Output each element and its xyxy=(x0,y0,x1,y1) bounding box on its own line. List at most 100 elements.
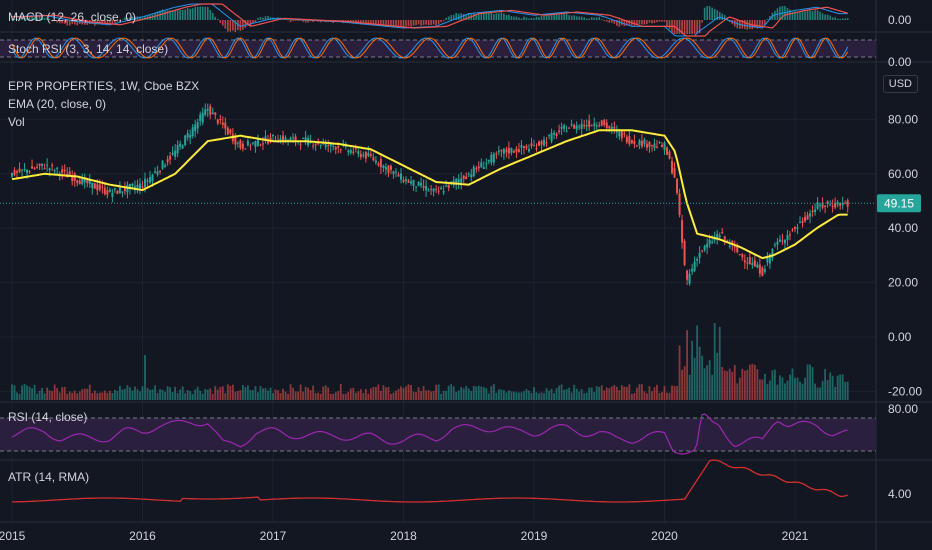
candle-body xyxy=(610,126,613,129)
candle-body xyxy=(505,149,508,153)
macd-histogram-bar xyxy=(774,10,776,20)
volume-bar xyxy=(277,390,279,400)
candle-body xyxy=(839,203,842,206)
macd-histogram-bar xyxy=(53,20,56,22)
candle-body xyxy=(500,150,503,152)
volume-bar xyxy=(302,391,305,400)
volume-bar xyxy=(327,387,330,400)
volume-bar xyxy=(540,392,543,400)
macd-histogram-bar xyxy=(119,20,121,23)
volume-bar xyxy=(580,389,583,400)
candle-body xyxy=(545,142,548,144)
macd-histogram-bar xyxy=(814,10,816,20)
candle-body xyxy=(533,145,535,147)
candle-body xyxy=(655,146,658,148)
macd-histogram-bar xyxy=(222,20,224,26)
ema-legend[interactable]: EMA (20, close, 0) xyxy=(8,97,107,111)
macd-histogram-bar xyxy=(99,20,101,25)
volume-bar xyxy=(799,381,801,400)
candle-body xyxy=(304,137,307,143)
vol-legend[interactable]: Vol xyxy=(8,115,25,129)
volume-bar xyxy=(653,387,656,400)
volume-bar xyxy=(588,387,591,400)
macd-histogram-bar xyxy=(445,17,447,20)
candle-body xyxy=(11,172,13,177)
candle-body xyxy=(560,126,563,129)
candle-body xyxy=(563,125,566,129)
candle-body xyxy=(794,227,796,229)
macd-histogram-bar xyxy=(267,16,269,20)
macd-histogram-bar xyxy=(312,20,314,22)
volume-bar xyxy=(681,369,683,400)
volume-bar xyxy=(352,387,355,400)
macd-histogram-bar xyxy=(688,20,691,34)
volume-bar xyxy=(334,392,337,400)
candle-body xyxy=(364,151,367,159)
macd-histogram-bar xyxy=(46,17,48,20)
volume-bar xyxy=(467,388,470,400)
candle-body xyxy=(199,114,202,121)
volume-bar xyxy=(603,390,606,400)
macd-histogram-bar xyxy=(257,17,259,20)
candle-body xyxy=(480,162,483,168)
symbol-title[interactable]: EPR PROPERTIES, 1W, Cboe BZX xyxy=(8,79,200,93)
volume-bar xyxy=(528,390,530,400)
macd-histogram-bar xyxy=(109,20,111,26)
volume-bar xyxy=(43,393,46,400)
volume-bar xyxy=(666,392,668,400)
macd-histogram-bar xyxy=(696,20,698,34)
volume-bar xyxy=(505,392,508,400)
volume-bar xyxy=(297,391,299,400)
macd-histogram-bar xyxy=(829,15,831,20)
macd-legend[interactable]: MACD (12, 26, close, 0) xyxy=(8,10,137,24)
volume-bar xyxy=(83,388,86,400)
macd-histogram-bar xyxy=(475,13,478,20)
volume-bar xyxy=(339,384,342,400)
macd-histogram-bar xyxy=(844,18,846,20)
candle-body xyxy=(472,167,475,176)
volume-bar xyxy=(304,386,307,400)
volume-bar xyxy=(703,368,706,400)
macd-histogram-bar xyxy=(166,10,169,20)
candle-body xyxy=(515,148,518,152)
candle-body xyxy=(23,169,26,171)
last-price-badge xyxy=(877,194,921,213)
candle-body xyxy=(179,143,182,147)
volume-bar xyxy=(11,384,13,400)
volume-bar xyxy=(415,392,417,400)
volume-bar xyxy=(149,389,151,400)
stoch-rsi-legend[interactable]: Stoch RSI (3, 3, 14, 14, close) xyxy=(8,42,169,56)
volume-bar xyxy=(199,390,202,400)
rsi-legend[interactable]: RSI (14, close) xyxy=(8,410,88,424)
currency-badge[interactable]: USD xyxy=(882,75,918,93)
volume-bar xyxy=(452,386,455,400)
volume-bar xyxy=(811,367,814,400)
candle-body xyxy=(512,150,515,153)
candle-body xyxy=(61,169,64,174)
candle-body xyxy=(653,143,656,149)
volume-bar xyxy=(174,386,177,400)
volume-bar xyxy=(219,386,222,400)
macd-histogram-bar xyxy=(573,15,575,20)
volume-bar xyxy=(121,389,124,400)
macd-histogram-bar xyxy=(605,20,608,22)
volume-bar xyxy=(314,393,317,400)
macd-histogram-bar xyxy=(412,20,415,26)
volume-bar xyxy=(359,389,362,400)
candle-body xyxy=(741,254,744,258)
atr-legend[interactable]: ATR (14, RMA) xyxy=(8,470,90,484)
volume-bar xyxy=(821,380,824,400)
candle-body xyxy=(558,130,561,132)
candle-body xyxy=(76,180,79,183)
volume-bar xyxy=(329,393,332,400)
candle-body xyxy=(650,145,653,147)
volume-bar xyxy=(533,387,535,400)
volume-bar xyxy=(184,393,187,400)
macd-histogram-bar xyxy=(641,20,643,25)
macd-histogram-bar xyxy=(174,9,176,20)
candle-body xyxy=(442,191,445,193)
macd-histogram-bar xyxy=(821,13,824,20)
volume-bar xyxy=(239,390,242,400)
volume-bar xyxy=(372,386,375,400)
